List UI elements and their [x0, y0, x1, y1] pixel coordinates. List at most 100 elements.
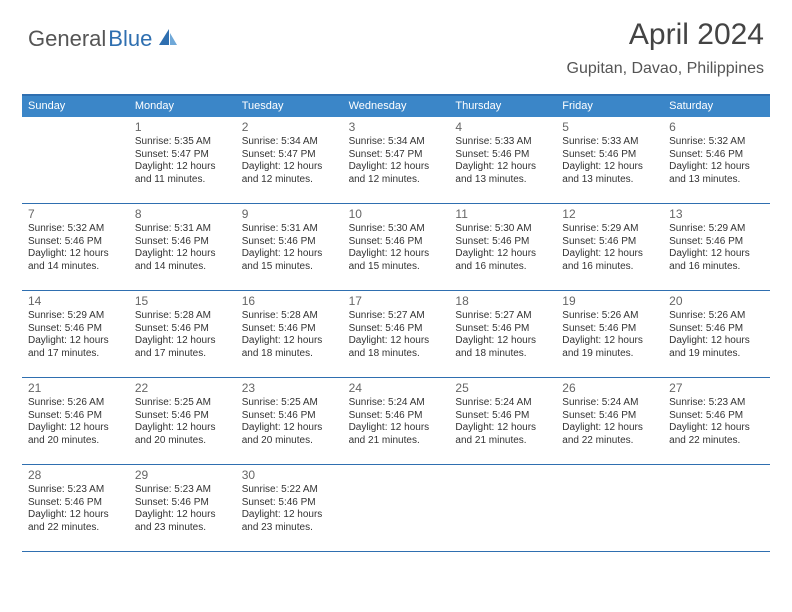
daylight-label: Daylight: 12 hours and 12 minutes. — [349, 161, 446, 186]
sunset-label: Sunset: 5:46 PM — [349, 410, 446, 423]
sunrise-label: Sunrise: 5:23 AM — [135, 484, 232, 497]
sunset-label: Sunset: 5:46 PM — [135, 236, 232, 249]
sunrise-label: Sunrise: 5:31 AM — [242, 223, 339, 236]
sunset-label: Sunset: 5:46 PM — [562, 410, 659, 423]
daylight-label: Daylight: 12 hours and 14 minutes. — [135, 248, 232, 273]
day-cell: 10Sunrise: 5:30 AMSunset: 5:46 PMDayligh… — [343, 204, 450, 290]
sunset-label: Sunset: 5:46 PM — [455, 323, 552, 336]
week-row: 14Sunrise: 5:29 AMSunset: 5:46 PMDayligh… — [22, 291, 770, 378]
sunset-label: Sunset: 5:46 PM — [455, 236, 552, 249]
sunrise-label: Sunrise: 5:29 AM — [669, 223, 766, 236]
sunset-label: Sunset: 5:46 PM — [669, 323, 766, 336]
day-number: 1 — [135, 120, 232, 134]
day-number: 9 — [242, 207, 339, 221]
title-block: April 2024 Gupitan, Davao, Philippines — [567, 18, 764, 78]
day-header: Monday — [129, 96, 236, 117]
daylight-label: Daylight: 12 hours and 13 minutes. — [562, 161, 659, 186]
sunset-label: Sunset: 5:46 PM — [28, 236, 125, 249]
day-cell: 28Sunrise: 5:23 AMSunset: 5:46 PMDayligh… — [22, 465, 129, 551]
day-cell — [22, 117, 129, 203]
sunset-label: Sunset: 5:46 PM — [562, 323, 659, 336]
day-number: 17 — [349, 294, 446, 308]
sunrise-label: Sunrise: 5:35 AM — [135, 136, 232, 149]
sunrise-label: Sunrise: 5:32 AM — [669, 136, 766, 149]
week-row: 7Sunrise: 5:32 AMSunset: 5:46 PMDaylight… — [22, 204, 770, 291]
sunset-label: Sunset: 5:46 PM — [28, 323, 125, 336]
day-number: 26 — [562, 381, 659, 395]
day-cell: 11 Sunrise: 5:30 AMSunset: 5:46 PMDayligh… — [449, 204, 556, 290]
daylight-label: Daylight: 12 hours and 23 minutes. — [135, 509, 232, 534]
day-cell: 7Sunrise: 5:32 AMSunset: 5:46 PMDaylight… — [22, 204, 129, 290]
day-number: 16 — [242, 294, 339, 308]
day-cell: 1Sunrise: 5:35 AMSunset: 5:47 PMDaylight… — [129, 117, 236, 203]
week-row: 1Sunrise: 5:35 AMSunset: 5:47 PMDaylight… — [22, 117, 770, 204]
day-cell: 17 Sunrise: 5:27 AMSunset: 5:46 PMDayligh… — [343, 291, 450, 377]
sunrise-label: Sunrise: 5:29 AM — [562, 223, 659, 236]
sunrise-label: Sunrise: 5:34 AM — [349, 136, 446, 149]
daylight-label: Daylight: 12 hours and 21 minutes. — [455, 422, 552, 447]
daylight-label: Daylight: 12 hours and 17 minutes. — [28, 335, 125, 360]
sunset-label: Sunset: 5:46 PM — [455, 149, 552, 162]
sunrise-label: Sunrise: 5:23 AM — [28, 484, 125, 497]
week-row: 28Sunrise: 5:23 AMSunset: 5:46 PMDayligh… — [22, 465, 770, 552]
day-number: 6 — [669, 120, 766, 134]
day-cell: 24 Sunrise: 5:24 AMSunset: 5:46 PMDayligh… — [343, 378, 450, 464]
day-cell: 25Sunrise: 5:24 AMSunset: 5:46 PMDayligh… — [449, 378, 556, 464]
day-cell: 21Sunrise: 5:26 AMSunset: 5:46 PMDayligh… — [22, 378, 129, 464]
location-label: Gupitan, Davao, Philippines — [567, 60, 764, 78]
daylight-label: Daylight: 12 hours and 16 minutes. — [455, 248, 552, 273]
sunset-label: Sunset: 5:46 PM — [562, 236, 659, 249]
day-number: 20 — [669, 294, 766, 308]
day-number: 8 — [135, 207, 232, 221]
day-cell: 4 Sunrise: 5:33 AMSunset: 5:46 PMDaylight… — [449, 117, 556, 203]
day-number: 25 — [455, 381, 552, 395]
day-number: 12 — [562, 207, 659, 221]
daylight-label: Daylight: 12 hours and 18 minutes. — [455, 335, 552, 360]
daylight-label: Daylight: 12 hours and 22 minutes. — [562, 422, 659, 447]
day-cell: 16Sunrise: 5:28 AMSunset: 5:46 PMDayligh… — [236, 291, 343, 377]
daylight-label: Daylight: 12 hours and 21 minutes. — [349, 422, 446, 447]
day-number: 2 — [242, 120, 339, 134]
daylight-label: Daylight: 12 hours and 18 minutes. — [349, 335, 446, 360]
sunset-label: Sunset: 5:46 PM — [669, 410, 766, 423]
sunrise-label: Sunrise: 5:33 AM — [455, 136, 552, 149]
day-cell — [343, 465, 450, 551]
day-cell: 13Sunrise: 5:29 AMSunset: 5:46 PMDayligh… — [663, 204, 770, 290]
day-cell: 9Sunrise: 5:31 AMSunset: 5:46 PMDaylight… — [236, 204, 343, 290]
sunset-label: Sunset: 5:46 PM — [669, 149, 766, 162]
day-number: 24 — [349, 381, 446, 395]
sunrise-label: Sunrise: 5:24 AM — [562, 397, 659, 410]
day-cell: 26 Sunrise: 5:24 AMSunset: 5:46 PMDayligh… — [556, 378, 663, 464]
day-number: 4 — [455, 120, 552, 134]
sunrise-label: Sunrise: 5:26 AM — [669, 310, 766, 323]
day-cell: 22Sunrise: 5:25 AMSunset: 5:46 PMDayligh… — [129, 378, 236, 464]
day-cell — [449, 465, 556, 551]
brand-part1: General — [28, 26, 106, 52]
daylight-label: Daylight: 12 hours and 20 minutes. — [28, 422, 125, 447]
sunset-label: Sunset: 5:46 PM — [349, 323, 446, 336]
daylight-label: Daylight: 12 hours and 19 minutes. — [562, 335, 659, 360]
sunrise-label: Sunrise: 5:26 AM — [562, 310, 659, 323]
sunrise-label: Sunrise: 5:30 AM — [455, 223, 552, 236]
sunset-label: Sunset: 5:46 PM — [455, 410, 552, 423]
sunrise-label: Sunrise: 5:30 AM — [349, 223, 446, 236]
day-number: 13 — [669, 207, 766, 221]
day-cell: 14Sunrise: 5:29 AMSunset: 5:46 PMDayligh… — [22, 291, 129, 377]
day-header: Wednesday — [343, 96, 450, 117]
day-cell: 27Sunrise: 5:23 AMSunset: 5:46 PMDayligh… — [663, 378, 770, 464]
sunrise-label: Sunrise: 5:24 AM — [349, 397, 446, 410]
sunrise-label: Sunrise: 5:27 AM — [349, 310, 446, 323]
day-cell: 6Sunrise: 5:32 AMSunset: 5:46 PMDaylight… — [663, 117, 770, 203]
day-number: 3 — [349, 120, 446, 134]
sunrise-label: Sunrise: 5:22 AM — [242, 484, 339, 497]
brand-logo: General Blue — [28, 26, 179, 52]
day-cell: 2Sunrise: 5:34 AMSunset: 5:47 PMDaylight… — [236, 117, 343, 203]
day-number: 29 — [135, 468, 232, 482]
daylight-label: Daylight: 12 hours and 13 minutes. — [455, 161, 552, 186]
day-number: 11 — [455, 207, 552, 221]
sunset-label: Sunset: 5:46 PM — [28, 410, 125, 423]
sunrise-label: Sunrise: 5:25 AM — [135, 397, 232, 410]
day-cell: 23Sunrise: 5:25 AMSunset: 5:46 PMDayligh… — [236, 378, 343, 464]
daylight-label: Daylight: 12 hours and 16 minutes. — [562, 248, 659, 273]
sunset-label: Sunset: 5:46 PM — [242, 497, 339, 510]
